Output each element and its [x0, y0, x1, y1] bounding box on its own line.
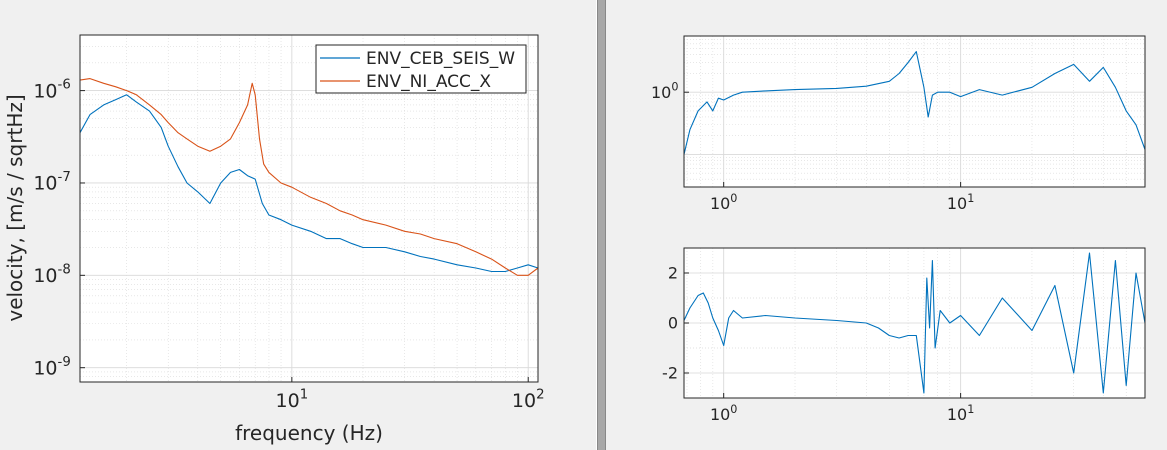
- phase-axes: 100 101 -2 0 2: [662, 247, 1146, 424]
- main-plot-frame: [79, 34, 539, 383]
- series-line-0-1: [79, 78, 539, 276]
- x-tick-label: 101: [276, 387, 309, 412]
- y-tick-label: 0: [668, 314, 678, 333]
- series-line-0-0: [79, 94, 539, 273]
- y-tick-label: 100: [651, 81, 678, 102]
- x-axis-label: frequency (Hz): [235, 421, 383, 445]
- y-tick-label: 10-9: [33, 355, 70, 380]
- y-tick-label: 10-7: [33, 170, 70, 195]
- magnitude-axes: 100 101 100: [651, 35, 1146, 213]
- y-tick-label: 10-6: [33, 78, 70, 103]
- series-line-1-0: [683, 51, 1146, 155]
- legend-entry-seis: ENV_CEB_SEIS_W: [366, 49, 515, 69]
- legend[interactable]: ENV_CEB_SEIS_W ENV_NI_ACC_X: [315, 44, 527, 94]
- y-axis-label: velocity, [m/s / sqrtHz]: [3, 94, 27, 321]
- x-tick-label: 101: [947, 192, 974, 213]
- main-spectrum-axes: 101 102 10-9 10-8 10-7 10-6 frequency (Hz) ve…: [3, 34, 545, 445]
- panel-divider[interactable]: [597, 0, 606, 450]
- series-line-2-0: [683, 252, 1146, 394]
- x-tick-label: 100: [710, 192, 737, 213]
- x-tick-label: 102: [512, 387, 545, 412]
- magnitude-plot-frame: [683, 35, 1146, 188]
- y-tick-label: -2: [662, 364, 678, 383]
- y-tick-label: 10-8: [33, 262, 70, 287]
- x-tick-label: 100: [710, 403, 737, 424]
- x-tick-label: 101: [947, 403, 974, 424]
- legend-entry-acc: ENV_NI_ACC_X: [366, 72, 491, 92]
- magnitude-plot-area: [684, 36, 1145, 187]
- y-tick-label: 2: [668, 264, 678, 283]
